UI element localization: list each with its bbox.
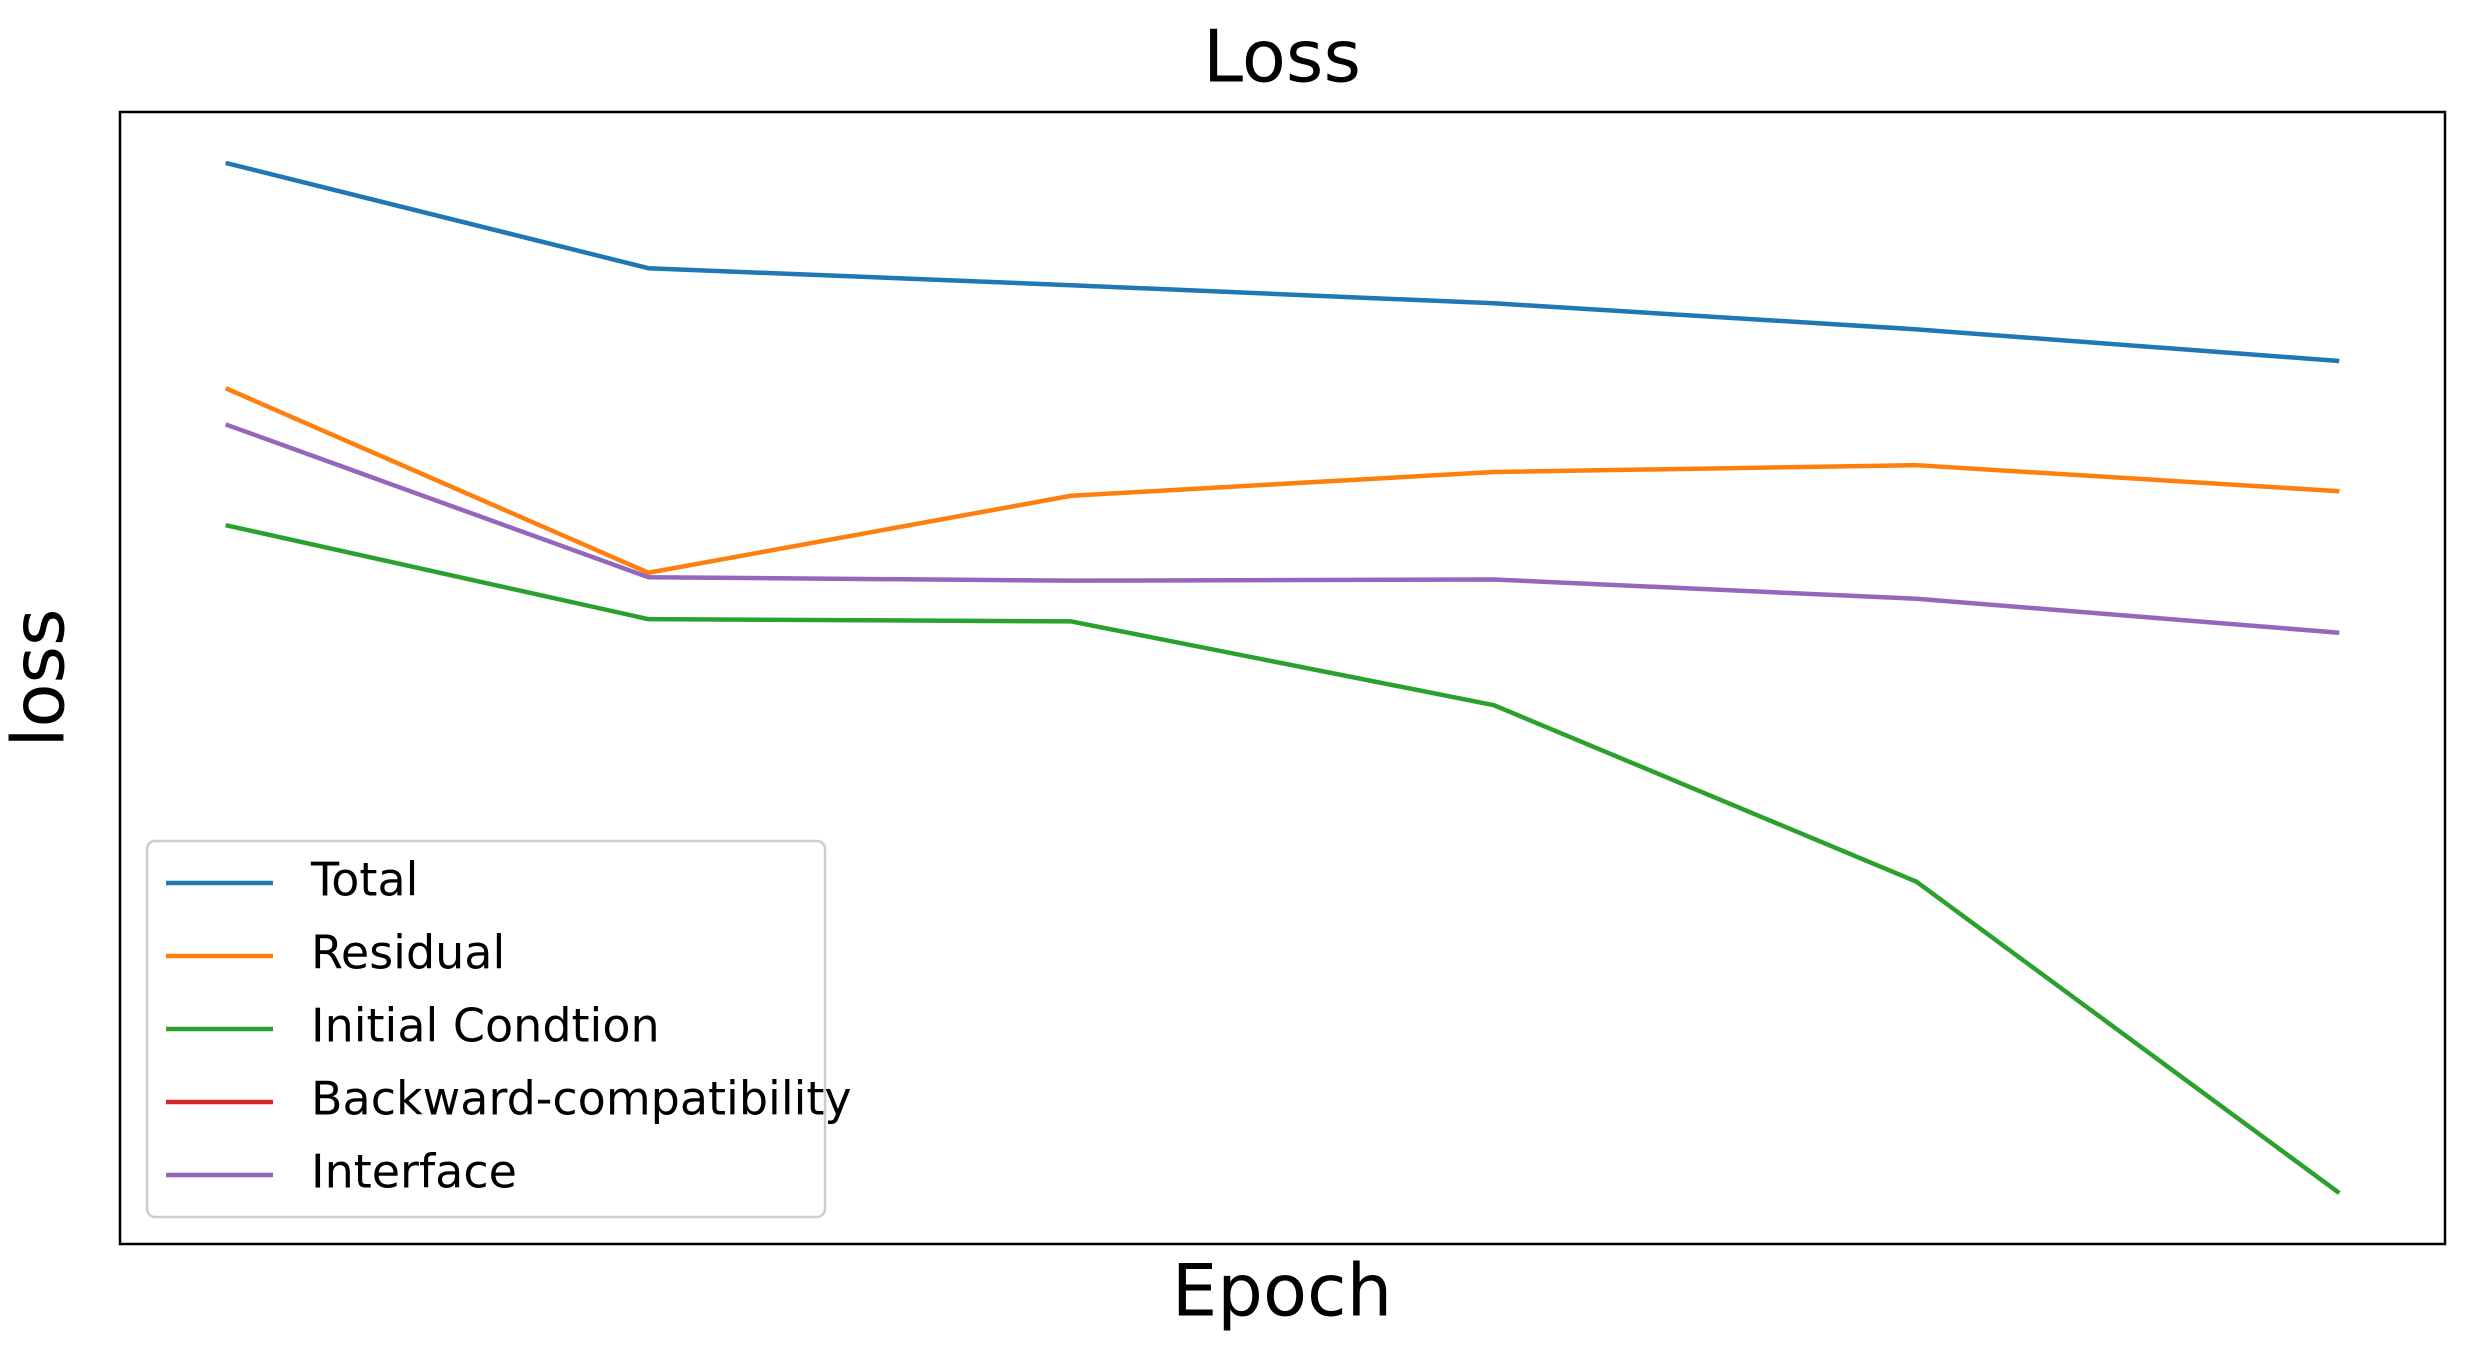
legend-box xyxy=(145,839,827,1219)
legend-label: Residual xyxy=(311,926,505,980)
chart-title: Loss xyxy=(1203,15,1361,99)
x-axis-label: Epoch xyxy=(1172,1249,1392,1333)
plot-frame xyxy=(118,110,2447,1246)
legend-label: Initial Condtion xyxy=(311,999,660,1053)
series-line xyxy=(224,422,2340,635)
legend-label: Total xyxy=(310,853,418,907)
y-axis-label: loss xyxy=(0,608,81,747)
series-line xyxy=(225,160,2340,364)
legend-label: Interface xyxy=(311,1145,517,1199)
series-line xyxy=(224,386,2340,575)
legend-label: Backward-compatibility xyxy=(311,1072,852,1126)
series-line xyxy=(225,522,2341,1195)
